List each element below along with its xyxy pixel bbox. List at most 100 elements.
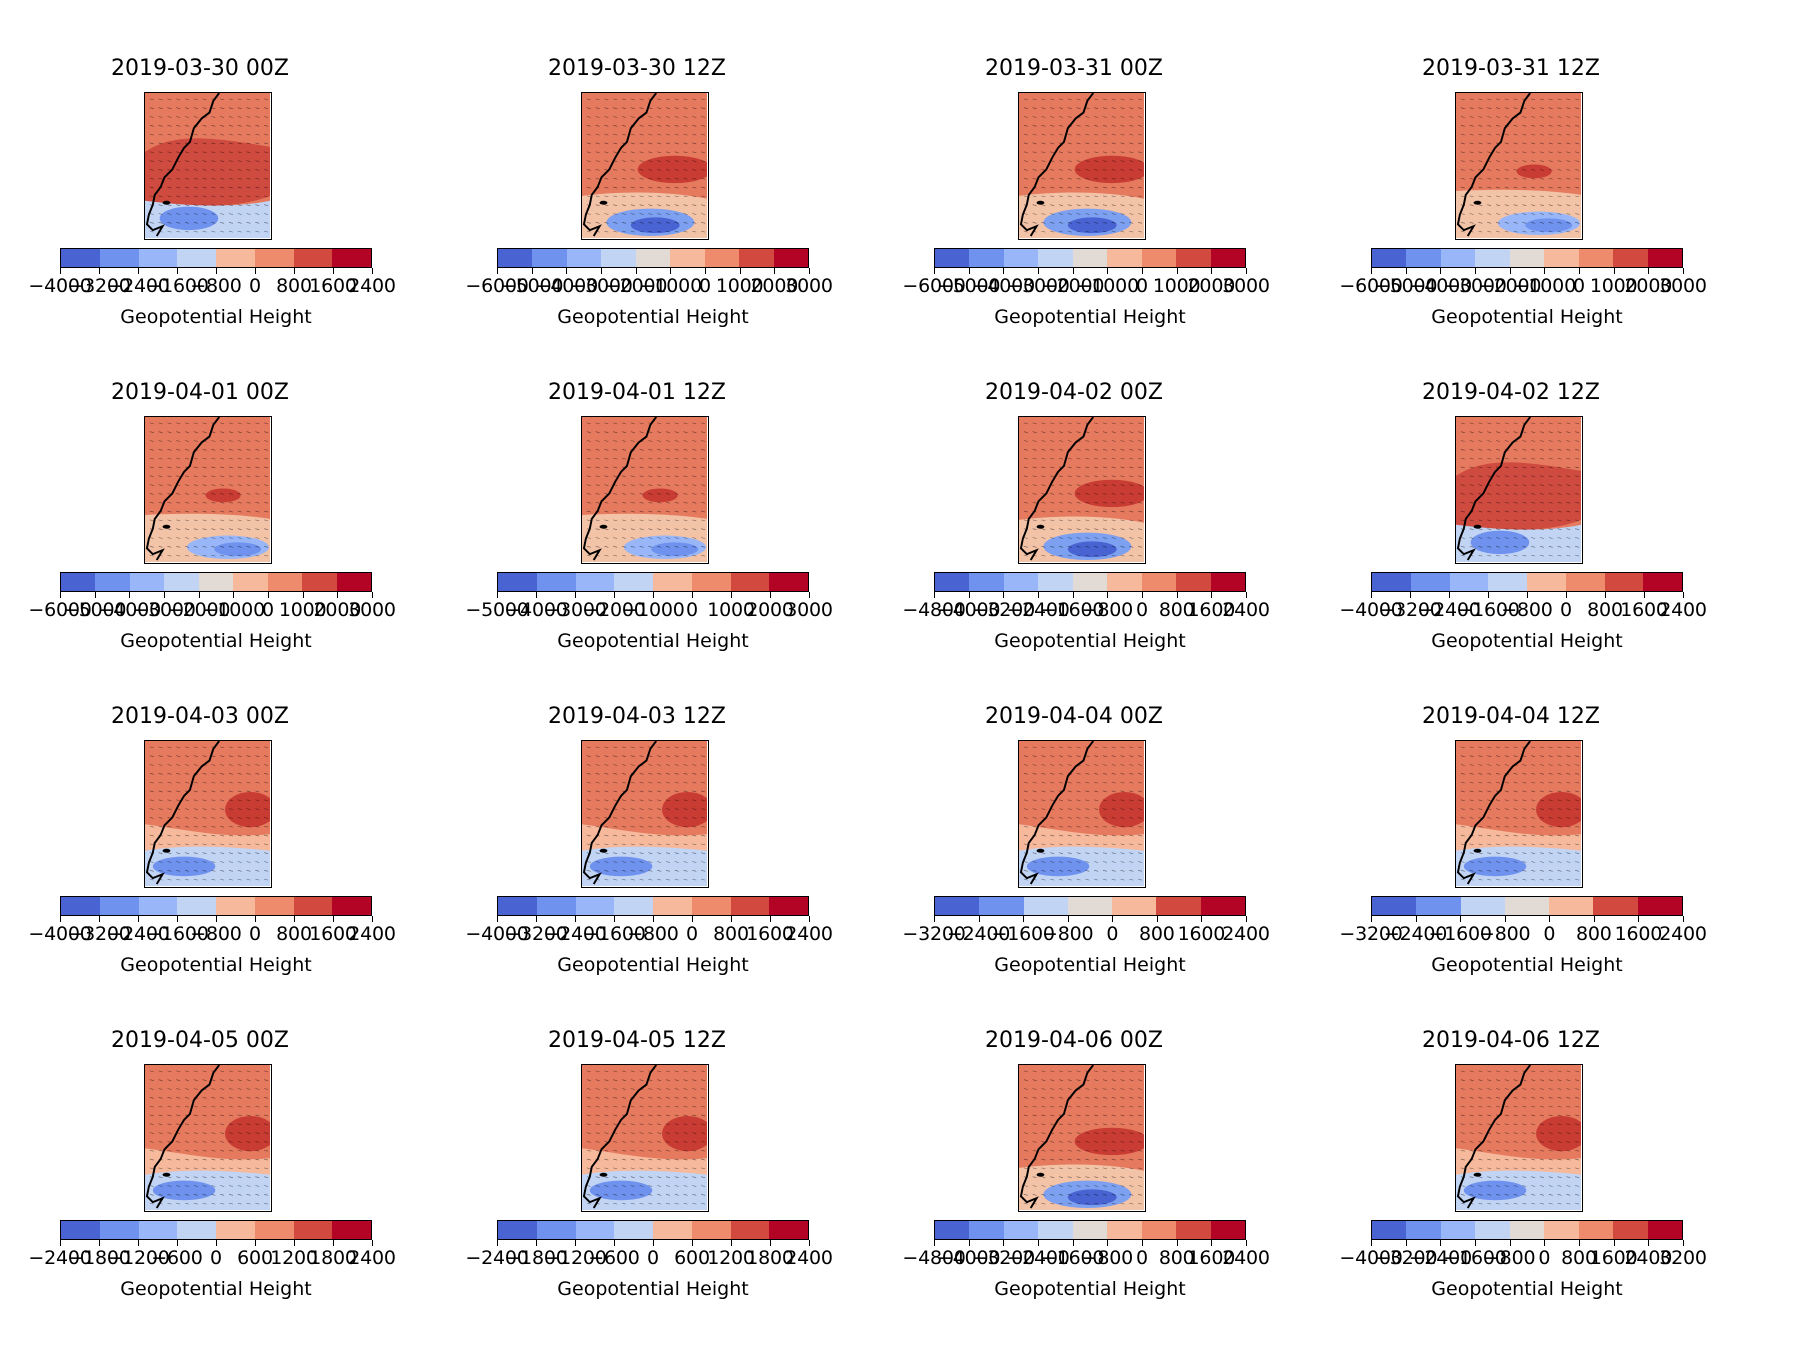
colorbar-tick-label: −5000	[465, 599, 529, 621]
geopotential-map	[581, 416, 709, 564]
colorbar-segment	[1578, 1221, 1614, 1239]
colorbar-tick	[1142, 1240, 1143, 1246]
colorbar-segment	[575, 1221, 615, 1239]
colorbar	[497, 1220, 809, 1240]
colorbar-segment	[1023, 897, 1068, 915]
colorbar-segment	[61, 1221, 100, 1239]
panel-title: 2019-03-31 00Z	[985, 56, 1163, 81]
colorbar-segment	[1210, 249, 1245, 267]
coastline	[582, 741, 657, 885]
coastline	[145, 93, 220, 237]
colorbar-tick	[1003, 268, 1005, 274]
colorbar-segment	[1504, 897, 1550, 915]
colorbar-segment	[969, 1221, 1004, 1239]
coastline	[1019, 1065, 1094, 1209]
colorbar-segment	[332, 1221, 371, 1239]
panel-title: 2019-03-31 12Z	[1422, 56, 1600, 81]
colorbar-tick-label: 1000	[715, 275, 764, 297]
colorbar-tick-label: −2400	[1408, 1247, 1472, 1269]
coastline	[145, 741, 220, 885]
colorbar-segment	[691, 897, 731, 915]
colorbar	[1371, 248, 1683, 268]
colorbar-tick-label: −4000	[1339, 599, 1403, 621]
colorbar-tick	[934, 916, 935, 922]
colorbar-tick	[1142, 268, 1143, 274]
map-panel: 2019-03-31 00Z −6000 −5000 −4000 −3000 −2000−…	[874, 0, 1274, 328]
colorbar-tick	[692, 592, 693, 598]
colorbar-tick-label: −1000	[1075, 275, 1139, 297]
colorbar-tick-label: 1600	[1187, 599, 1236, 621]
colorbar-tick	[1107, 592, 1109, 598]
colorbar-tick	[575, 916, 576, 922]
colorbar-segment	[99, 249, 139, 267]
colorbar-tick	[978, 916, 980, 922]
colorbar-segment	[1460, 897, 1505, 915]
panel-title: 2019-04-03 12Z	[548, 704, 726, 729]
colorbar-tick	[333, 1240, 334, 1246]
colorbar-tick	[497, 592, 498, 598]
colorbar-tick	[294, 916, 295, 922]
coastline	[1456, 417, 1531, 561]
colorbar-segment	[769, 573, 808, 591]
colorbar-tick-label: −600	[588, 1247, 640, 1269]
colorbar	[934, 572, 1246, 592]
colorbar-tick	[968, 1240, 970, 1246]
colorbar-tick-label: −6000	[1339, 275, 1403, 297]
colorbar-tick-label: 800	[1139, 923, 1175, 945]
colorbar-tick	[531, 268, 533, 274]
colorbar-segment	[1003, 249, 1039, 267]
colorbar-ticks: −5000 −4000 −3000 −2000 −1000 0 1000 2000 3000	[465, 592, 833, 620]
colorbar-tick	[294, 1240, 295, 1246]
colorbar-tick-label: 800	[1587, 599, 1623, 621]
colorbar-segment	[635, 249, 671, 267]
colorbar-tick	[1371, 1240, 1372, 1246]
colorbar-segment	[498, 1221, 537, 1239]
colorbar-tick	[575, 1240, 576, 1246]
colorbar-tick-label: 3000	[1222, 275, 1270, 297]
colorbar-tick-label: 1600	[1614, 923, 1663, 945]
colorbar-tick-label: −800	[1501, 599, 1553, 621]
colorbar-ticks: −6000 −5000 −4000 −3000 −2000 −1000 0 1000 2000 3…	[1339, 268, 1707, 297]
colorbar	[497, 572, 809, 592]
colorbar-segment	[1637, 897, 1682, 915]
colorbar-tick-label: −2400	[1006, 1247, 1070, 1269]
colorbar-segment	[177, 249, 216, 267]
colorbar-tick	[809, 592, 810, 598]
colorbar-tick	[1613, 1240, 1615, 1246]
colorbar-tick	[1683, 268, 1684, 274]
colorbar-tick-label: 0	[1560, 599, 1572, 621]
colorbar-segment	[969, 573, 1004, 591]
coastline	[582, 417, 657, 561]
colorbar-tick	[497, 1240, 498, 1246]
colorbar-tick	[1072, 1240, 1074, 1246]
colorbar-tick	[1509, 268, 1511, 274]
map-panel: 2019-04-03 12Z −4000 −3200 −2400 −1600 −800 0 8…	[437, 648, 837, 976]
colorbar-tick	[731, 592, 732, 598]
colorbar-tick	[1593, 916, 1595, 922]
colorbar-tick	[934, 268, 935, 274]
colorbar-tick	[1644, 592, 1645, 598]
colorbar-tick-label: 3000	[785, 275, 833, 297]
colorbar-tick	[372, 916, 373, 922]
colorbar-tick-label: −800	[1081, 599, 1134, 621]
colorbar-label: Geopotential Height	[1431, 630, 1623, 652]
colorbar-label: Geopotential Height	[994, 1278, 1186, 1300]
colorbar-tick	[1067, 916, 1069, 922]
colorbar-segment	[1072, 249, 1108, 267]
colorbar-tick	[1605, 592, 1606, 598]
colorbar-segment	[177, 1221, 216, 1239]
colorbar-label: Geopotential Height	[994, 954, 1186, 976]
colorbar-tick-label: −6000	[902, 275, 966, 297]
colorbar-tick-label: 600	[674, 1247, 710, 1269]
colorbar-tick	[774, 268, 776, 274]
colorbar-ticks: −2400 −1800 −1200 −600 0 600 1200 1800 2400	[465, 1240, 833, 1269]
colorbar-tick-label: 2000	[1624, 275, 1673, 297]
colorbar-tick	[692, 1240, 693, 1246]
colorbar-segment	[233, 573, 268, 591]
colorbar-tick-label: −1600	[1041, 1247, 1105, 1269]
colorbar-segment	[1038, 573, 1073, 591]
colorbar-tick	[1648, 1240, 1650, 1246]
colorbar-segment	[1038, 249, 1073, 267]
colorbar-segment	[1372, 1221, 1407, 1239]
colorbar-tick	[731, 916, 732, 922]
